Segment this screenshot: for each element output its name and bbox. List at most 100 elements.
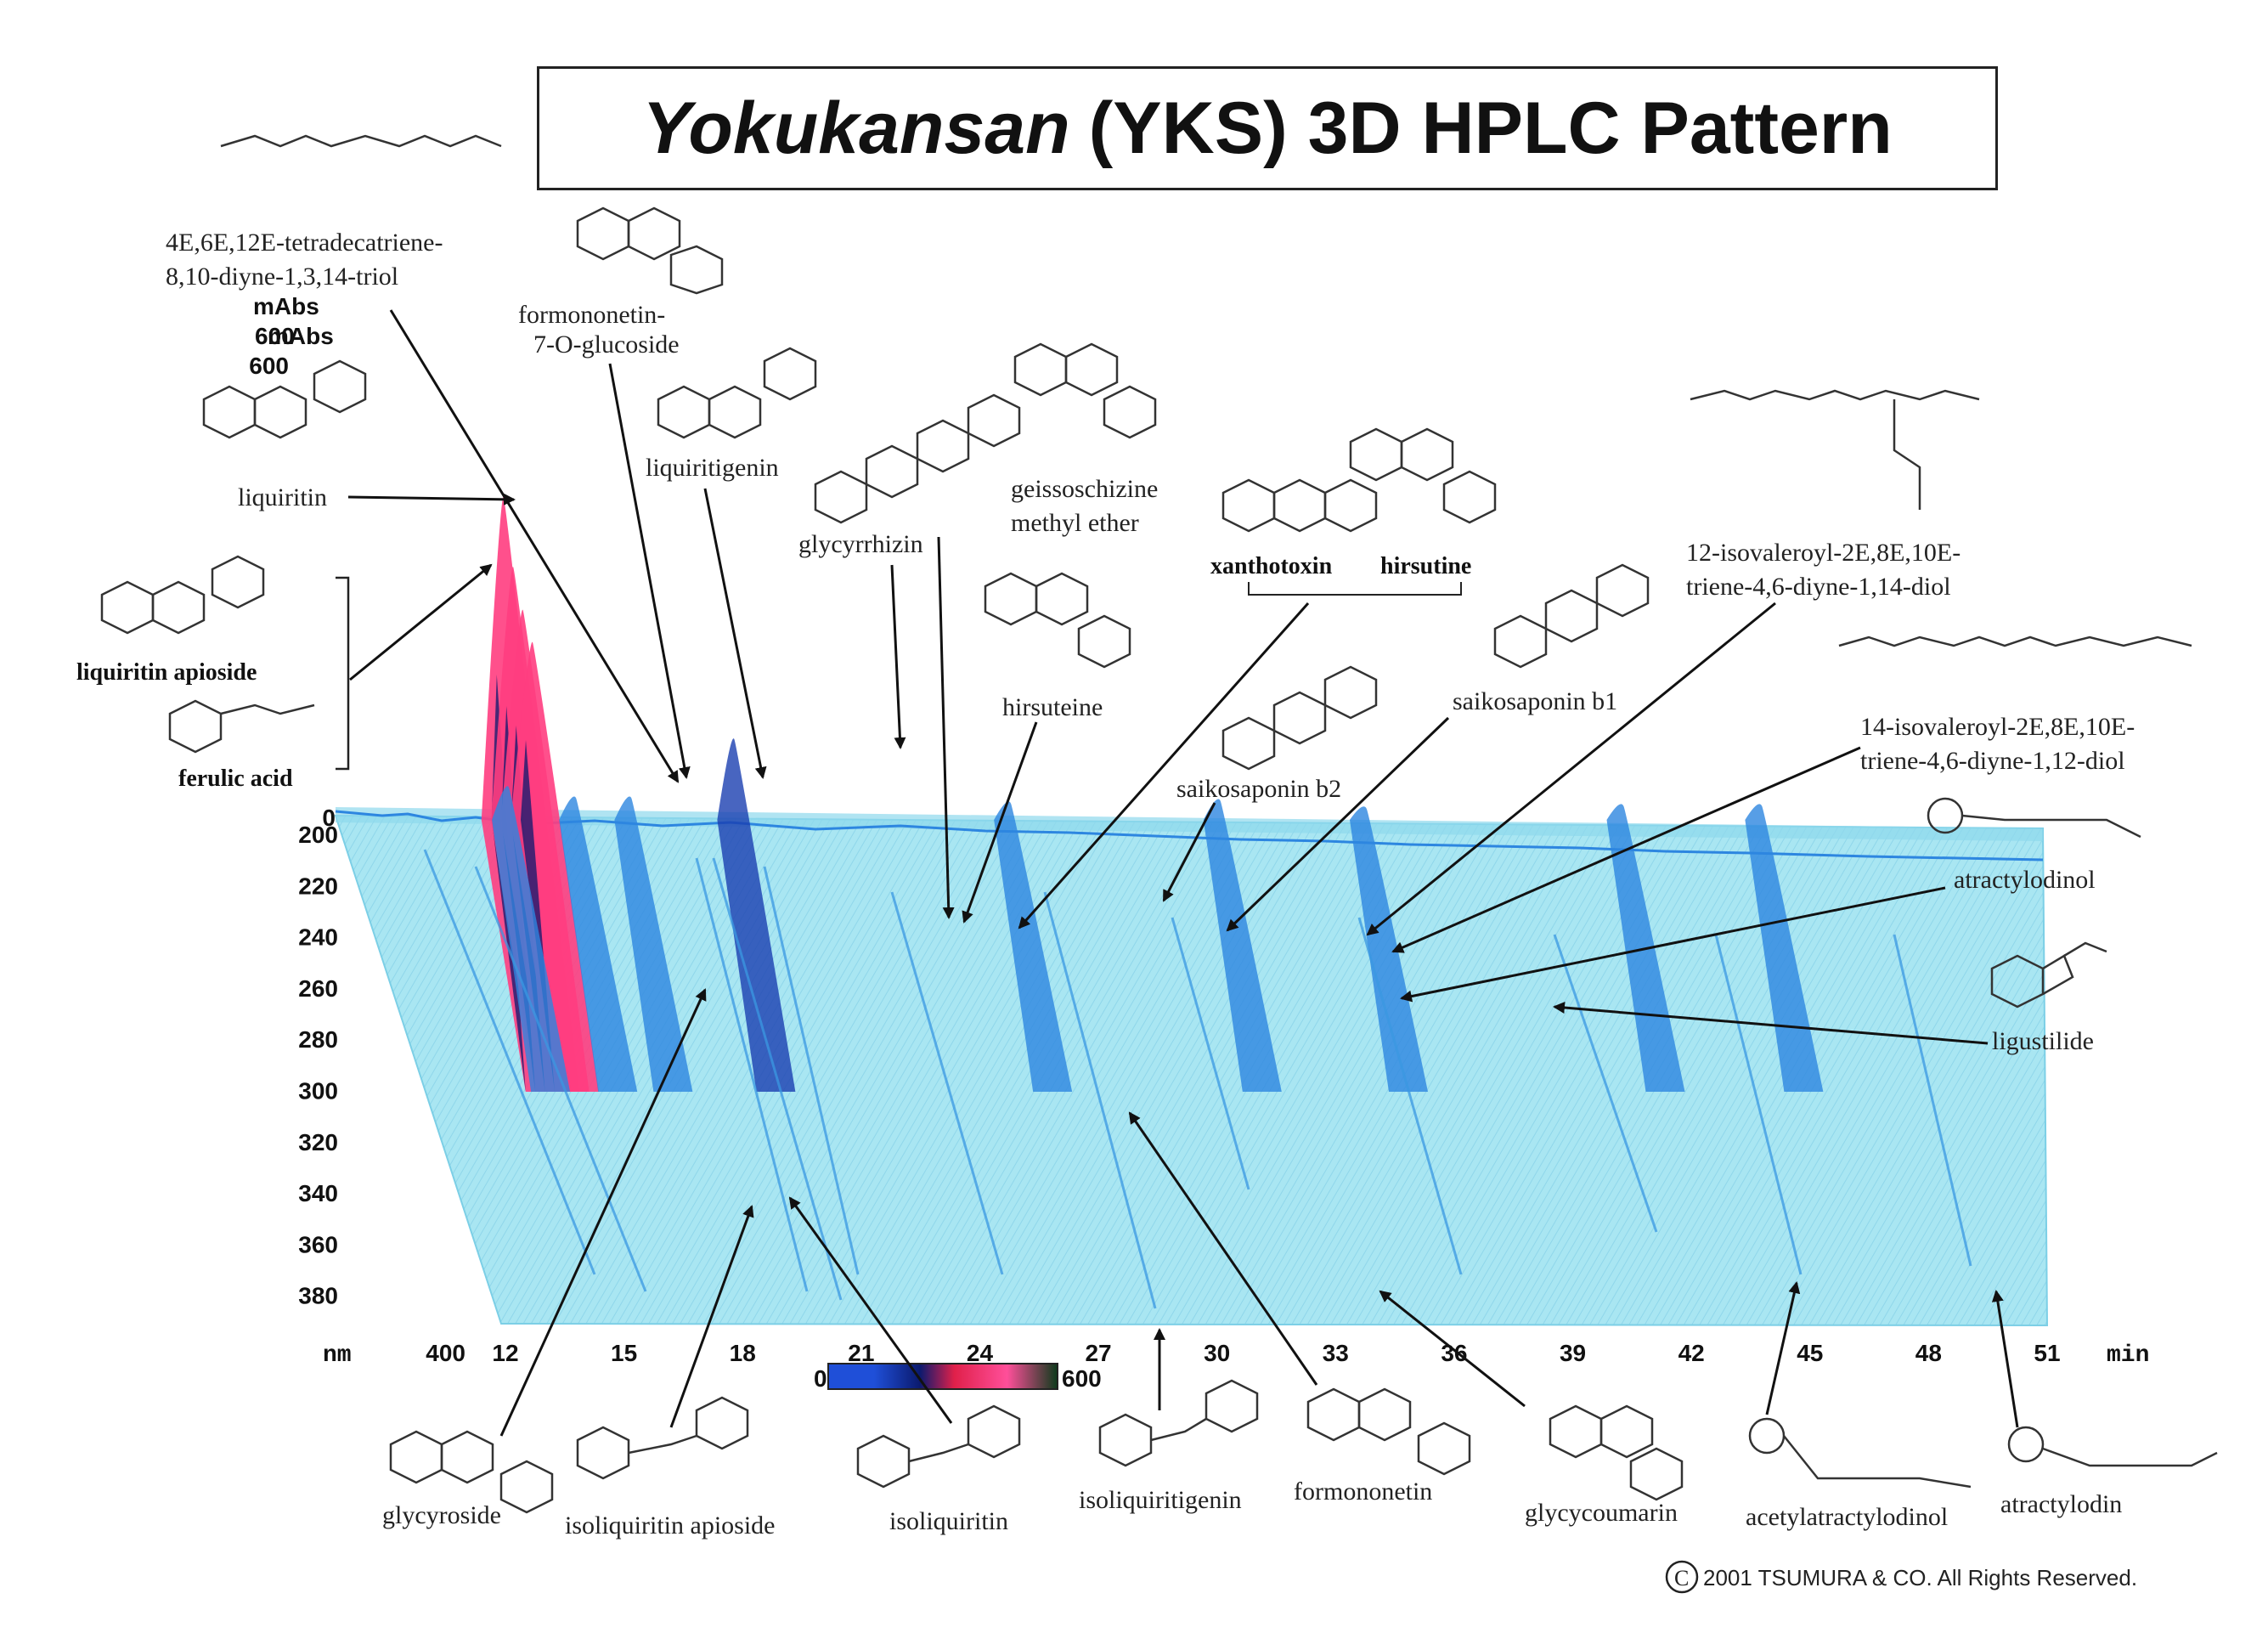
structure-liquiritin-apioside: [100, 555, 265, 635]
zaxis-tick-0: 0: [322, 805, 336, 831]
label-glycycoumarin: glycycoumarin: [1525, 1499, 1678, 1527]
label-12-isovaleroyl: 12-isovaleroyl-2E,8E,10E-: [1686, 539, 1961, 567]
label-saikosaponin-b2: saikosaponin b2: [1176, 775, 1341, 803]
xaxis-tick-12: 12: [492, 1340, 518, 1366]
structure-xanthotoxin: [1221, 478, 1378, 533]
zaxis-label: mAbs: [268, 323, 334, 349]
callout-arrows: [347, 309, 2019, 1437]
structure-formononetin: [1306, 1387, 1471, 1476]
structure-ferulic-acid: [168, 699, 315, 754]
label-atractylodinol: atractylodinol: [1954, 866, 2096, 894]
label-formononetin: formononetin: [1294, 1477, 1432, 1506]
label-ligustilide: ligustilide: [1992, 1027, 2094, 1055]
label-formononetin-glc: formononetin-: [518, 301, 665, 329]
yaxis-tick-260: 260: [298, 975, 338, 1002]
structure-14-isovaleroyl: [1838, 636, 2192, 647]
label-14-isovaleroyl-2: triene-4,6-diyne-1,12-diol: [1860, 747, 2125, 775]
xaxis-tick-51: 51: [2034, 1340, 2060, 1366]
xaxis-tick-39: 39: [1560, 1340, 1586, 1366]
zaxis-tick-600: 600: [249, 353, 289, 379]
bracket-apioside-ferulic: [336, 576, 350, 771]
structure-hirsutine: [1349, 427, 1497, 524]
structure-atractylodin: [2007, 1426, 2218, 1467]
peak-10: [1350, 806, 1428, 1092]
label-isoliquiritin: isoliquiritin: [889, 1507, 1008, 1535]
structure-saikosaponin-b1: [1493, 563, 1650, 669]
label-hirsutine: hirsutine: [1380, 553, 1471, 579]
colorbar-max: 600: [1062, 1365, 1102, 1392]
label-12-isovaleroyl-2: triene-4,6-diyne-1,14-diol: [1686, 573, 1951, 601]
structure-isoliquiritigenin: [1098, 1379, 1259, 1467]
xaxis-tick-30: 30: [1204, 1340, 1230, 1366]
label-isoliquiritigenin: isoliquiritigenin: [1079, 1486, 1242, 1514]
colorbar-min: 0: [814, 1365, 827, 1392]
peak-3: [511, 641, 599, 1092]
label-xanthotoxin: xanthotoxin: [1210, 553, 1333, 579]
mabs-600: 600: [255, 323, 295, 349]
structure-formononetin-glucoside: [576, 206, 724, 295]
colorbar: [827, 1363, 1058, 1390]
bracket-xanthotoxin-hirsutine: [1248, 582, 1462, 596]
structure-geissoschizine: [1013, 342, 1157, 439]
yaxis-tick-380: 380: [298, 1283, 338, 1309]
copyright-text: 2001 TSUMURA & CO. All Rights Reserved.: [1703, 1565, 2137, 1590]
yaxis-tick-200: 200: [298, 822, 338, 848]
label-geissoschizine: geissoschizine: [1011, 475, 1158, 503]
label-isoliquiritin-apioside: isoliquiritin apioside: [565, 1511, 776, 1539]
xaxis-tick-45: 45: [1797, 1340, 1823, 1366]
label-liquiritin-apioside: liquiritin apioside: [76, 659, 257, 686]
ridge-streaks: [423, 849, 1972, 1309]
x-axis-ticks: 12 15 18 21 24 27 30 33 36 39 42 45 48 51: [492, 1340, 2060, 1366]
label-tetradecatriene-2: 8,10-diyne-1,3,14-triol: [166, 263, 398, 291]
baseline-noise: [335, 810, 2044, 862]
label-glycyroside: glycyroside: [382, 1501, 501, 1529]
label-geissoschizine-2: methyl ether: [1011, 509, 1139, 537]
structure-isoliquiritin: [856, 1404, 1021, 1489]
structure-glycyroside: [389, 1430, 554, 1514]
label-liquiritin: liquiritin: [238, 483, 327, 511]
label-ferulic-acid: ferulic acid: [178, 766, 293, 792]
title-rest: (YKS) 3D HPLC Pattern: [1088, 87, 1893, 169]
label-atractylodin: atractylodin: [2000, 1490, 2122, 1518]
peak-4: [492, 786, 571, 1092]
label-hirsuteine: hirsuteine: [1002, 693, 1103, 721]
peak-6: [614, 796, 693, 1092]
xaxis-tick-21: 21: [848, 1340, 874, 1366]
label-tetradecatriene: 4E,6E,12E-tetradecatriene-: [166, 229, 443, 257]
yaxis-tick-220: 220: [298, 873, 338, 899]
peak-7: [717, 738, 796, 1092]
label-glycyrrhizin: glycyrrhizin: [798, 530, 923, 558]
xaxis-tick-18: 18: [730, 1340, 756, 1366]
mabs-label: mAbs: [253, 293, 319, 319]
xaxis-tick-15: 15: [611, 1340, 637, 1366]
structure-acetylatractylodinol: [1748, 1417, 1972, 1489]
structure-saikosaponin-b2: [1221, 665, 1378, 771]
peak-8: [994, 801, 1073, 1092]
yaxis-tick-240: 240: [298, 924, 338, 951]
structure-ligustilide: [1990, 941, 2107, 1008]
yaxis-tick-320: 320: [298, 1129, 338, 1155]
label-saikosaponin-b1: saikosaponin b1: [1453, 687, 1617, 715]
yaxis-tick-400: 400: [426, 1340, 465, 1366]
structure-isoliquiritin-apioside: [576, 1396, 749, 1480]
xaxis-tick-48: 48: [1915, 1340, 1942, 1366]
structure-glycyrrhizin: [814, 393, 1021, 524]
yaxis-tick-300: 300: [298, 1078, 338, 1104]
structure-atractylodinol: [1927, 797, 2141, 839]
xaxis-tick-24: 24: [967, 1340, 994, 1366]
yaxis-tick-280: 280: [298, 1026, 338, 1053]
structure-liquiritigenin: [657, 347, 817, 439]
structure-12-isovaleroyl: [1690, 389, 1980, 510]
structure-tetradecatriene: [220, 134, 502, 148]
y-axis-ticks: 200 220 240 260 280 300 320 340 360 380 400: [298, 822, 465, 1366]
xaxis-tick-27: 27: [1085, 1340, 1111, 1366]
yaxis-tick-360: 360: [298, 1231, 338, 1257]
structure-glycycoumarin: [1549, 1404, 1684, 1501]
label-liquiritigenin: liquiritigenin: [646, 454, 779, 482]
xaxis-tick-42: 42: [1678, 1340, 1705, 1366]
yaxis-tick-340: 340: [298, 1180, 338, 1206]
peak-12: [1745, 804, 1824, 1092]
chart-title: Yokukansan (YKS) 3D HPLC Pattern: [537, 66, 1998, 190]
structure-liquiritin: [202, 359, 367, 439]
